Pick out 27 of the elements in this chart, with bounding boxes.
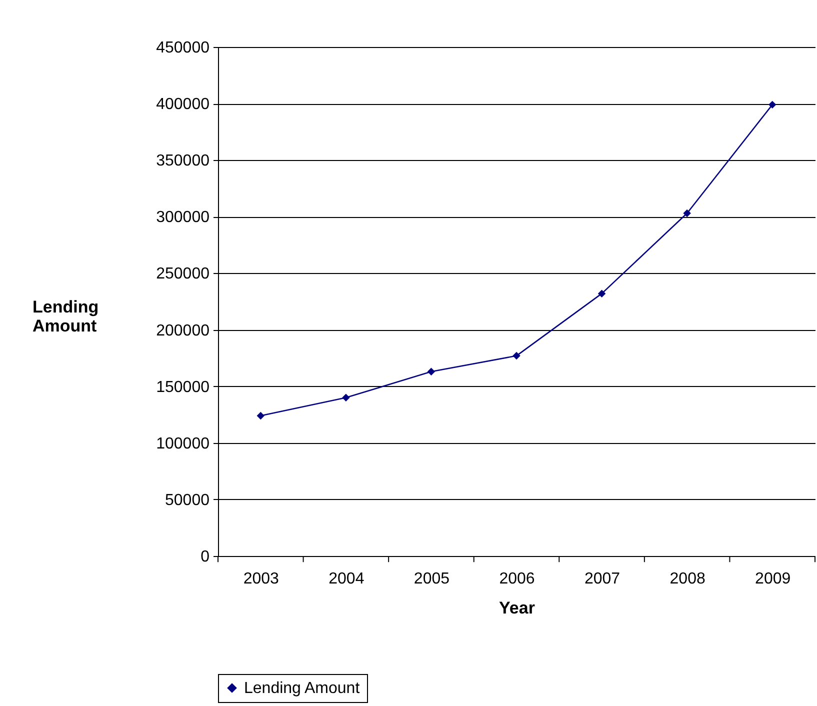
x-tick-label: 2008 <box>670 570 706 588</box>
y-tick-label: 200000 <box>156 322 210 340</box>
x-tick-label: 2004 <box>328 570 364 588</box>
y-tick-label: 0 <box>200 548 210 566</box>
point <box>768 100 776 109</box>
y-tick-label: 400000 <box>156 96 210 114</box>
legend-label: Lending Amount <box>244 680 360 697</box>
point <box>598 290 606 298</box>
y-tick-label: 450000 <box>156 40 210 56</box>
point <box>427 368 436 376</box>
x-tick-label: 2006 <box>499 570 535 588</box>
y-tick-label: 300000 <box>156 209 210 226</box>
y-tick-label: 100000 <box>156 435 210 452</box>
y-tick-label: 350000 <box>156 152 210 170</box>
x-tick-label: 2007 <box>584 570 620 588</box>
point <box>342 394 350 402</box>
y-tick-label: 150000 <box>156 378 210 396</box>
y-tick-label: 250000 <box>156 266 210 283</box>
x-tick-label: 2003 <box>243 570 280 588</box>
x-tick-label: 2009 <box>755 570 791 588</box>
point <box>256 412 265 420</box>
y-axis-title: Lending Amount <box>32 298 99 336</box>
point <box>683 209 691 218</box>
x-axis-title: Year <box>499 598 536 618</box>
x-tick-label: 2005 <box>414 570 450 588</box>
y-tick-label: 50000 <box>165 492 210 509</box>
point <box>512 352 520 360</box>
